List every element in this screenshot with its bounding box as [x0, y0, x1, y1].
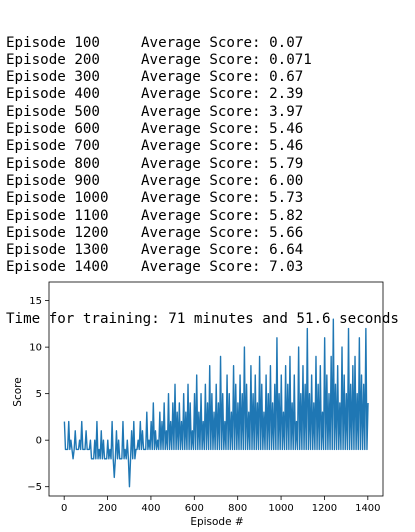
average-score-text: Average Score: 6.64 [141, 242, 304, 259]
log-lines: Episode 100 Average Score: 0.07 Episode 20… [6, 35, 399, 277]
score-series-line [63, 318, 369, 488]
log-line: Episode 1400 Average Score: 7.03 [6, 259, 399, 276]
episode-label: Episode 300 [6, 69, 100, 86]
plot-area [63, 318, 369, 488]
y-tick-label: −5 [27, 482, 42, 493]
plot-frame [48, 281, 384, 497]
log-line: Episode 1200 Average Score: 5.66 [6, 225, 399, 242]
average-score-text: Average Score: 0.67 [141, 69, 304, 86]
average-score-text: Average Score: 5.66 [141, 224, 304, 241]
average-score-text: Average Score: 0.07 [141, 34, 304, 51]
average-score-text: Average Score: 5.46 [141, 121, 304, 138]
episode-label: Episode 900 [6, 172, 100, 189]
episode-label: Episode 700 [6, 138, 100, 155]
x-tick-label: 600 [185, 503, 204, 514]
average-score-text: Average Score: 5.82 [141, 207, 304, 224]
log-line: Episode 900 Average Score: 6.00 [6, 173, 399, 190]
episode-label: Episode 1200 [6, 224, 109, 241]
average-score-text: Average Score: 2.39 [141, 86, 304, 103]
episode-label: Episode 800 [6, 155, 100, 172]
x-tick-label: 200 [98, 503, 117, 514]
training-log-output: Episode 100 Average Score: 0.07 Episode 20… [6, 0, 399, 346]
log-line: Episode 1100 Average Score: 5.82 [6, 208, 399, 225]
x-tick-label: 1400 [355, 503, 380, 514]
log-line: Episode 300 Average Score: 0.67 [6, 69, 399, 86]
y-tick-label: 15 [29, 296, 42, 307]
log-line: Episode 500 Average Score: 3.97 [6, 104, 399, 121]
episode-label: Episode 1100 [6, 207, 109, 224]
episode-label: Episode 100 [6, 34, 100, 51]
log-line: Episode 1000 Average Score: 5.73 [6, 190, 399, 207]
y-tick-label: 10 [29, 343, 42, 354]
average-score-text: Average Score: 0.071 [141, 51, 312, 68]
log-line: Episode 600 Average Score: 5.46 [6, 121, 399, 138]
y-tick-label: 5 [36, 389, 42, 400]
x-tick-label: 800 [228, 503, 247, 514]
training-time-line: Time for training: 71 minutes and 51.6 s… [6, 311, 399, 328]
average-score-text: Average Score: 3.97 [141, 103, 304, 120]
x-tick-label: 400 [141, 503, 160, 514]
y-tick-label: 0 [36, 436, 42, 447]
average-score-text: Average Score: 7.03 [141, 259, 304, 276]
log-line: Episode 1300 Average Score: 6.64 [6, 242, 399, 259]
average-score-text: Average Score: 5.46 [141, 138, 304, 155]
log-line: Episode 200 Average Score: 0.071 [6, 52, 399, 69]
episode-label: Episode 1000 [6, 190, 109, 207]
episode-label: Episode 500 [6, 103, 100, 120]
episode-label: Episode 1300 [6, 242, 109, 259]
average-score-text: Average Score: 5.79 [141, 155, 304, 172]
average-score-text: Average Score: 6.00 [141, 172, 304, 189]
episode-label: Episode 200 [6, 51, 100, 68]
score-line-chart: 0 200 400 600 800 1000 1200 1400 −5 0 5 10 15 Episod… [12, 281, 384, 528]
axes: 0 200 400 600 800 1000 1200 1400 −5 0 5 10 15 [27, 281, 384, 514]
average-score-text: Average Score: 5.73 [141, 190, 304, 207]
log-line: Episode 700 Average Score: 5.46 [6, 138, 399, 155]
episode-label: Episode 1400 [6, 259, 109, 276]
episode-label: Episode 400 [6, 86, 100, 103]
y-axis-label: Score [12, 377, 24, 406]
log-line: Episode 800 Average Score: 5.79 [6, 156, 399, 173]
x-tick-label: 1000 [268, 503, 293, 514]
x-axis-label: Episode # [190, 516, 243, 528]
x-tick-label: 1200 [312, 503, 337, 514]
episode-label: Episode 600 [6, 121, 100, 138]
log-line: Episode 100 Average Score: 0.07 [6, 35, 399, 52]
x-tick-label: 0 [61, 503, 67, 514]
log-line: Episode 400 Average Score: 2.39 [6, 86, 399, 103]
